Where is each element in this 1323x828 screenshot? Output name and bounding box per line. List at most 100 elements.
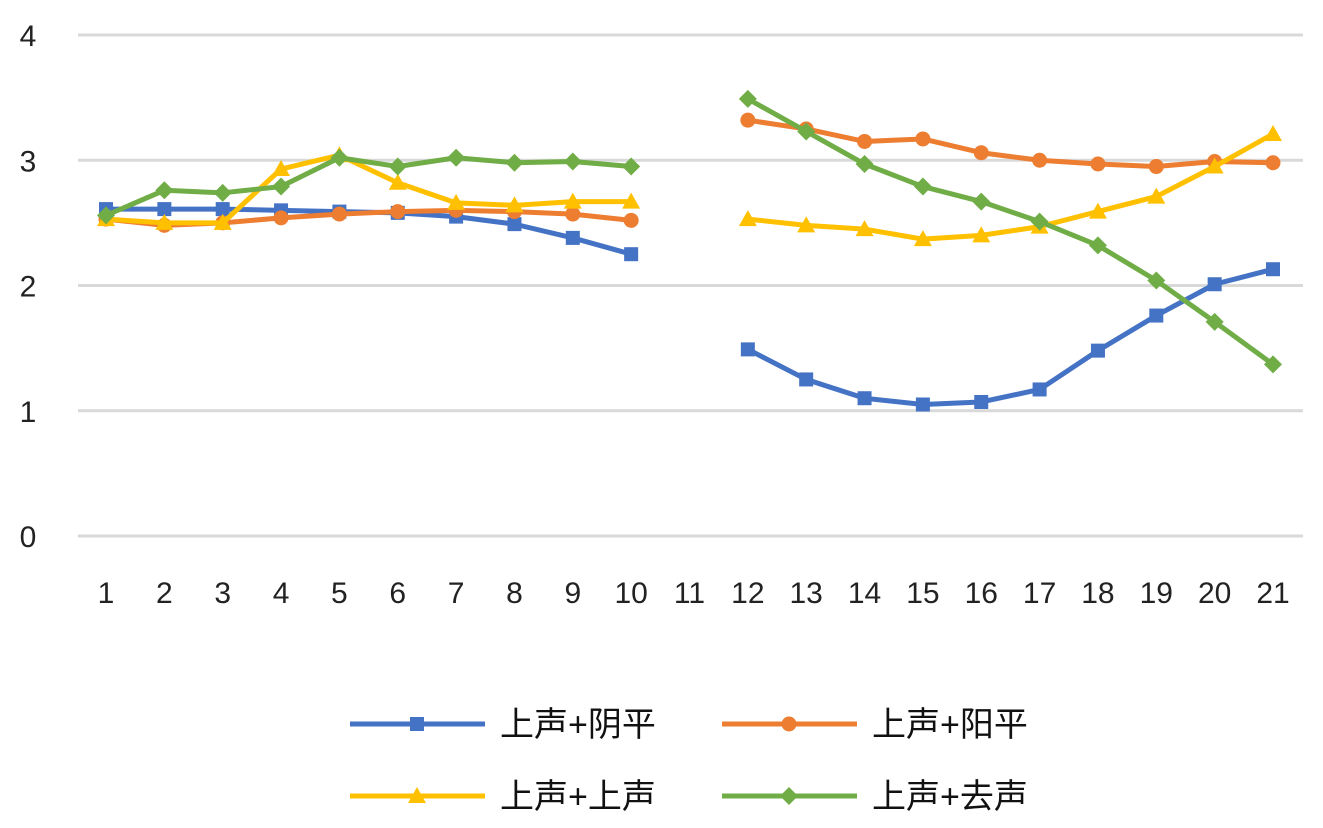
data-point: [857, 133, 873, 149]
data-point: [974, 394, 989, 409]
data-point: [1147, 187, 1166, 204]
x-tick-label: 19: [1140, 577, 1173, 610]
data-point: [272, 177, 291, 196]
x-tick-label: 8: [506, 577, 523, 610]
data-point: [1264, 124, 1282, 141]
data-point: [857, 391, 872, 406]
y-tick-label: 1: [20, 396, 37, 429]
x-tick-label: 14: [848, 577, 881, 610]
data-point: [97, 206, 115, 225]
legend-marker: [781, 716, 797, 732]
data-point: [273, 210, 289, 226]
x-tick-label: 5: [331, 577, 348, 610]
x-tick-label: 10: [614, 577, 647, 610]
data-point: [447, 148, 466, 167]
data-point: [1205, 157, 1224, 174]
data-point: [1032, 382, 1047, 397]
series-line: [747, 131, 1275, 242]
data-point: [1090, 343, 1105, 358]
x-tick-label: 9: [564, 577, 581, 610]
data-point: [973, 145, 989, 161]
data-point: [1147, 271, 1166, 290]
data-point: [1264, 355, 1282, 374]
data-point: [565, 230, 580, 245]
data-point: [1149, 308, 1164, 323]
data-point: [623, 212, 639, 228]
data-point: [388, 173, 407, 190]
data-point: [1088, 202, 1107, 219]
data-point: [622, 157, 641, 176]
data-point: [972, 226, 991, 243]
x-tick-label: 20: [1198, 577, 1231, 610]
x-tick-label: 21: [1256, 577, 1289, 610]
data-point: [1205, 312, 1224, 331]
data-point: [331, 206, 347, 222]
data-point: [738, 210, 757, 227]
data-point: [507, 217, 522, 232]
x-tick-label: 13: [790, 577, 823, 610]
legend-label: 上声+去声: [872, 778, 1028, 816]
x-tick-label: 18: [1081, 577, 1114, 610]
data-point: [622, 192, 641, 209]
data-point: [797, 122, 816, 141]
x-tick-label: 2: [156, 577, 173, 610]
x-tick-label: 4: [273, 577, 290, 610]
x-tick-label: 12: [731, 577, 764, 610]
data-point: [213, 183, 232, 202]
data-point: [447, 193, 466, 210]
data-point: [390, 204, 406, 220]
y-tick-label: 3: [20, 145, 37, 178]
data-point: [624, 247, 639, 262]
data-point: [215, 202, 230, 217]
data-point: [913, 177, 932, 196]
legend-item: 上声+阳平: [722, 706, 1028, 744]
y-tick-label: 2: [20, 271, 37, 304]
legend-marker: [408, 787, 426, 803]
legend-marker: [410, 717, 424, 731]
legend-item: 上声+阴平: [350, 706, 656, 744]
data-point: [565, 206, 581, 222]
series-4: [97, 89, 1282, 374]
x-tick-label: 1: [98, 577, 115, 610]
x-tick-label: 3: [214, 577, 231, 610]
data-point: [740, 112, 756, 128]
data-point: [1030, 212, 1049, 231]
series-line: [746, 96, 1275, 367]
data-point: [1032, 152, 1048, 168]
series-line: [747, 117, 1274, 170]
x-tick-label: 16: [965, 577, 998, 610]
x-tick-label: 17: [1023, 577, 1056, 610]
data-point: [155, 181, 174, 200]
data-point: [563, 192, 582, 209]
data-point: [855, 220, 874, 237]
data-point: [855, 155, 874, 174]
legend-item: 上声+上声: [350, 778, 656, 816]
data-point: [1265, 155, 1281, 171]
legend-label: 上声+阴平: [500, 706, 656, 744]
legend-marker: [780, 787, 798, 805]
series-1: [99, 202, 1280, 412]
data-point: [797, 216, 816, 233]
y-tick-label: 4: [20, 20, 37, 53]
data-point: [330, 148, 349, 167]
data-point: [1207, 277, 1222, 292]
data-point: [1088, 236, 1107, 255]
data-point: [505, 196, 524, 213]
data-point: [913, 230, 932, 247]
x-tick-label: 11: [674, 577, 705, 610]
data-point: [972, 192, 991, 211]
x-tick-label: 15: [906, 577, 939, 610]
series-line: [106, 206, 632, 257]
x-tick-label: 7: [448, 577, 465, 610]
legend-label: 上声+阳平: [872, 706, 1028, 744]
legend-item: 上声+去声: [722, 778, 1028, 816]
data-point: [1266, 262, 1280, 277]
data-point: [1090, 156, 1106, 172]
series-line: [105, 152, 632, 226]
data-point: [213, 213, 232, 230]
series-line: [746, 266, 1274, 407]
data-point: [740, 342, 755, 357]
data-point: [155, 213, 174, 230]
data-point: [272, 160, 291, 177]
